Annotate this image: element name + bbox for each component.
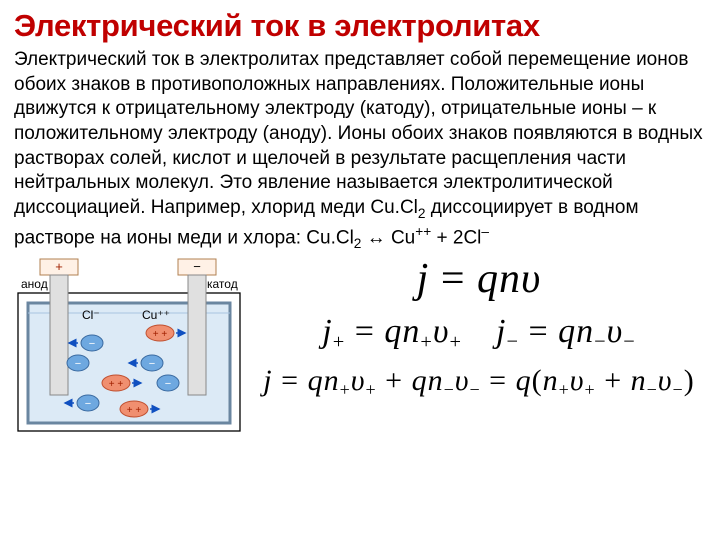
cl-label: Cl⁻ xyxy=(82,308,100,322)
electrolysis-diagram: + − анод катод Cl⁻ Cu⁺⁺ − xyxy=(14,255,244,440)
svg-text:+: + xyxy=(55,259,63,274)
eq-sum: j = qn+υ+ + qn−υ− = q(n+υ+ + n−υ−) xyxy=(263,364,694,400)
svg-text:+ +: + + xyxy=(127,405,142,416)
svg-text:+ +: + + xyxy=(109,379,124,390)
body-paragraph: Электрический ток в электролитах предста… xyxy=(14,48,706,253)
eq-main: j = qnυ xyxy=(417,255,542,303)
page-title: Электрический ток в электролитах xyxy=(14,8,706,44)
eq-jplus: j+ = qn+υ+ xyxy=(322,313,462,354)
svg-text:−: − xyxy=(193,259,201,274)
svg-text:−: − xyxy=(85,398,91,410)
svg-text:+ +: + + xyxy=(153,329,168,340)
svg-text:−: − xyxy=(89,338,95,350)
anode-label: анод xyxy=(21,277,48,291)
cathode-label: катод xyxy=(207,277,238,291)
equations-block: j = qnυ j+ = qn+υ+ j− = qn−υ− j = qn+υ+ … xyxy=(244,255,706,401)
svg-text:−: − xyxy=(75,358,81,370)
cu-label: Cu⁺⁺ xyxy=(142,308,170,322)
eq-jminus: j− = qn−υ− xyxy=(496,313,636,354)
svg-text:−: − xyxy=(149,358,155,370)
svg-text:−: − xyxy=(165,378,171,390)
